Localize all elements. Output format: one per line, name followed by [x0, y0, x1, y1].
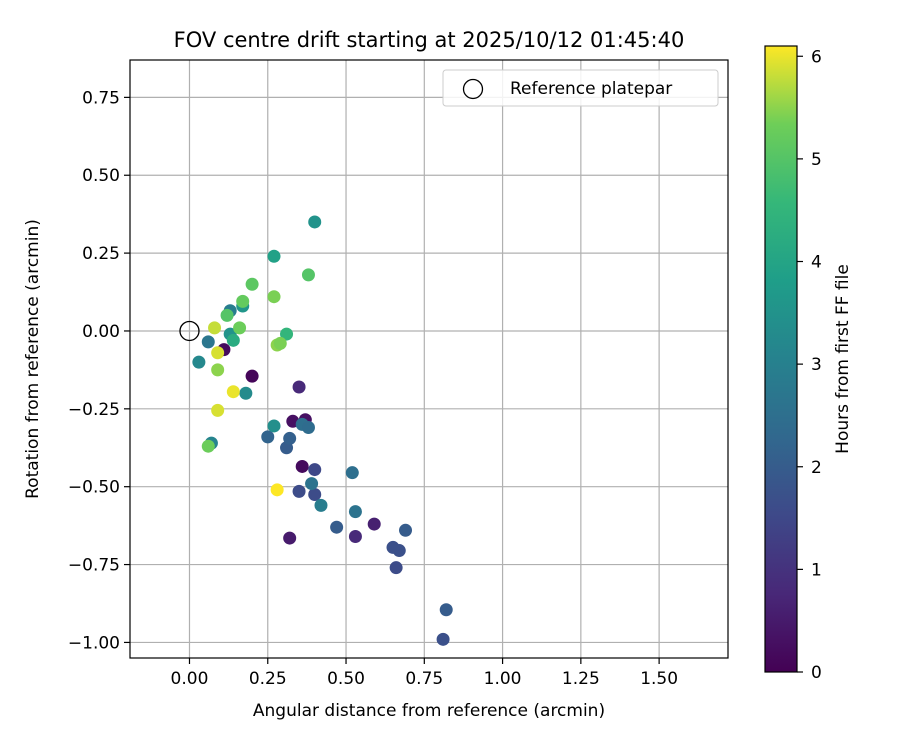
- data-point: [439, 603, 453, 617]
- data-point: [211, 363, 225, 377]
- data-point: [280, 327, 294, 341]
- data-point: [236, 294, 250, 308]
- data-point: [330, 520, 344, 534]
- x-axis-ticks: 0.00 0.25 0.50 0.75 1.00 1.25 1.50: [171, 658, 678, 689]
- data-point: [270, 483, 284, 497]
- data-point: [211, 346, 225, 360]
- data-point: [301, 421, 315, 435]
- x-tick-label: 1.25: [562, 669, 600, 689]
- data-point: [436, 632, 450, 646]
- y-tick-label: 0.25: [82, 244, 120, 264]
- colorbar-gradient: [764, 45, 798, 673]
- data-point: [301, 268, 315, 282]
- data-point: [308, 487, 322, 501]
- x-tick-label: 0.75: [405, 669, 443, 689]
- data-point: [314, 498, 328, 512]
- data-point: [201, 439, 215, 453]
- data-point: [345, 466, 359, 480]
- y-axis-ticks: 0.75 0.50 0.25 0.00 −0.25 −0.50 −0.75 −1.00: [68, 88, 130, 653]
- y-tick-label: 0.75: [82, 88, 120, 108]
- colorbar-tick-label: 0: [811, 663, 822, 683]
- data-point: [261, 430, 275, 444]
- data-point: [226, 385, 240, 399]
- colorbar-tick-label: 4: [811, 253, 822, 273]
- legend-box: [442, 69, 719, 107]
- y-tick-label: 0.00: [82, 322, 120, 342]
- colorbar: 0 1 2 3 4 5 6 Hours from first FF file: [764, 45, 853, 683]
- data-point: [267, 290, 281, 304]
- colorbar-ticks: 0 1 2 3 4 5 6: [797, 47, 822, 683]
- reference-platepar-marker: [179, 320, 200, 342]
- y-tick-label: −0.50: [68, 478, 120, 498]
- colorbar-tick-label: 5: [811, 150, 822, 170]
- colorbar-tick-label: 6: [811, 47, 822, 67]
- data-point: [348, 530, 362, 544]
- data-point: [220, 308, 234, 322]
- x-tick-label: 0.00: [171, 669, 209, 689]
- colorbar-label: Hours from first FF file: [833, 264, 853, 454]
- data-point: [305, 477, 319, 491]
- data-point: [233, 321, 247, 335]
- y-tick-label: −0.75: [68, 556, 120, 576]
- x-tick-label: 0.25: [249, 669, 287, 689]
- y-tick-label: −1.00: [68, 633, 120, 653]
- data-point: [245, 369, 259, 383]
- colorbar-tick-label: 3: [811, 355, 822, 375]
- data-point: [308, 463, 322, 477]
- y-tick-label: 0.50: [82, 166, 120, 186]
- grid-lines: [130, 60, 728, 658]
- data-point: [292, 484, 306, 498]
- data-point: [367, 517, 381, 531]
- data-point: [386, 540, 400, 554]
- chart-title: FOV centre drift starting at 2025/10/12 …: [174, 28, 685, 52]
- data-point: [192, 355, 206, 369]
- data-point: [208, 321, 222, 335]
- data-point: [239, 386, 253, 400]
- data-point: [201, 335, 215, 349]
- colorbar-tick-label: 1: [811, 560, 822, 580]
- legend-marker-icon: [462, 78, 484, 100]
- data-point: [273, 336, 287, 350]
- legend-label: Reference platepar: [510, 79, 672, 99]
- y-tick-label: −0.25: [68, 400, 120, 420]
- data-point: [267, 419, 281, 433]
- legend: Reference platepar: [442, 69, 719, 107]
- x-tick-label: 1.50: [640, 669, 678, 689]
- data-point: [211, 403, 225, 417]
- data-point: [283, 431, 297, 445]
- data-point: [399, 523, 413, 537]
- data-point: [245, 277, 259, 291]
- colorbar-tick-label: 2: [811, 458, 822, 478]
- data-point: [267, 249, 281, 263]
- data-point: [389, 561, 403, 575]
- data-point: [226, 333, 240, 347]
- x-tick-label: 0.50: [327, 669, 365, 689]
- data-point: [348, 505, 362, 519]
- plot-frame: [129, 59, 729, 659]
- x-axis-label: Angular distance from reference (arcmin): [253, 701, 605, 721]
- data-point: [295, 459, 309, 473]
- data-point: [283, 531, 297, 545]
- data-point: [292, 380, 306, 394]
- y-axis-label: Rotation from reference (arcmin): [23, 219, 43, 499]
- scatter-points: [192, 215, 453, 646]
- x-tick-label: 1.00: [484, 669, 522, 689]
- data-point: [308, 215, 322, 229]
